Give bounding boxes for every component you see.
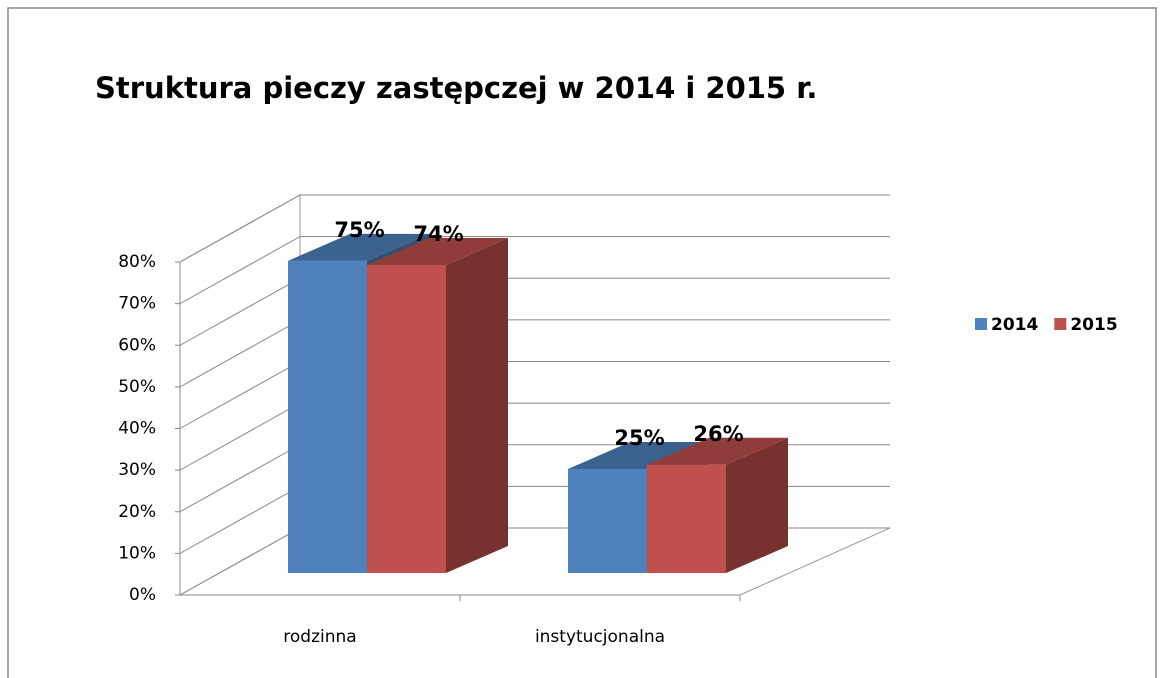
data-label: 26% — [693, 422, 743, 446]
bar — [647, 464, 726, 573]
data-label: 74% — [413, 222, 463, 246]
grid-line — [179, 236, 890, 305]
bar-side — [446, 237, 508, 573]
bar-top — [647, 437, 788, 465]
legend-label: 2015 — [1070, 315, 1117, 335]
y-tick-label: 10% — [118, 543, 156, 563]
bar — [568, 468, 647, 573]
legend-swatch — [975, 318, 987, 330]
legend-label: 2014 — [991, 315, 1038, 335]
grid-line — [179, 194, 890, 263]
y-tick-label: 50% — [118, 377, 156, 397]
y-tick-label: 60% — [118, 335, 156, 355]
bar — [288, 260, 367, 573]
y-tick-label: 0% — [129, 585, 156, 605]
data-label: 25% — [614, 426, 664, 450]
data-label: 75% — [334, 218, 384, 242]
y-tick-label: 20% — [118, 502, 156, 522]
y-tick-label: 30% — [118, 460, 156, 480]
x-tick-label: rodzinna — [283, 627, 356, 647]
bar-top — [367, 237, 508, 265]
x-tick-label: instytucjonalna — [535, 627, 665, 647]
bar-top — [568, 441, 709, 469]
bar — [367, 264, 446, 573]
y-tick-label: 40% — [118, 419, 156, 439]
y-tick-label: 70% — [118, 294, 156, 314]
bar-side — [726, 437, 788, 573]
legend-swatch — [1054, 318, 1067, 330]
y-tick-label: 80% — [118, 252, 156, 272]
bar-top — [288, 233, 429, 261]
chart-title: Struktura pieczy zastępczej w 2014 i 201… — [95, 71, 817, 105]
